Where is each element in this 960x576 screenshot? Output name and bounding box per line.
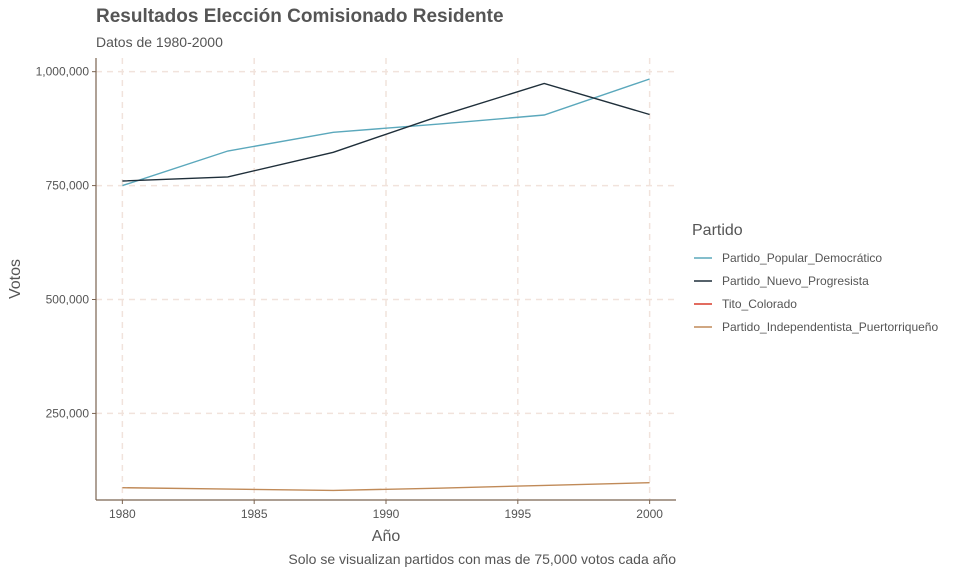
legend-label-0: Partido_Popular_Democrático (722, 251, 882, 265)
y-tick-label: 1,000,000 (36, 65, 90, 79)
x-tick-label: 1990 (373, 507, 400, 521)
series-line-1 (122, 82, 650, 182)
y-tick-label: 750,000 (46, 179, 90, 193)
legend-label-1: Partido_Nuevo_Progresista (722, 274, 869, 288)
x-tick-label: 1995 (504, 507, 531, 521)
y-tick-label: 500,000 (46, 293, 90, 307)
series-line-3 (122, 482, 650, 492)
x-tick-label: 1985 (241, 507, 268, 521)
y-axis-title: Votos (7, 259, 24, 299)
legend-title: Partido (692, 222, 743, 239)
series-line-0 (122, 78, 650, 187)
chart-caption: Solo se visualizan partidos con mas de 7… (288, 551, 676, 567)
legend-label-2: Tito_Colorado (722, 297, 797, 311)
legend-label-3: Partido_Independentista_Puertorriqueño (722, 320, 938, 334)
y-axis-ticks: 250,000 500,000 750,000 1,000,000 (36, 65, 96, 420)
series-layer (122, 78, 650, 492)
x-axis-title: Año (372, 528, 401, 545)
x-tick-label: 1980 (109, 507, 136, 521)
grid (96, 58, 676, 500)
x-axis-ticks: 1980 1985 1990 1995 2000 (109, 500, 663, 521)
chart-title: Resultados Elección Comisionado Resident… (96, 6, 504, 27)
legend: Partido_Popular_Democrático Partido_Nuevo… (694, 251, 938, 334)
y-tick-label: 250,000 (46, 406, 90, 420)
x-tick-label: 2000 (636, 507, 663, 521)
chart-subtitle: Datos de 1980-2000 (96, 34, 223, 50)
